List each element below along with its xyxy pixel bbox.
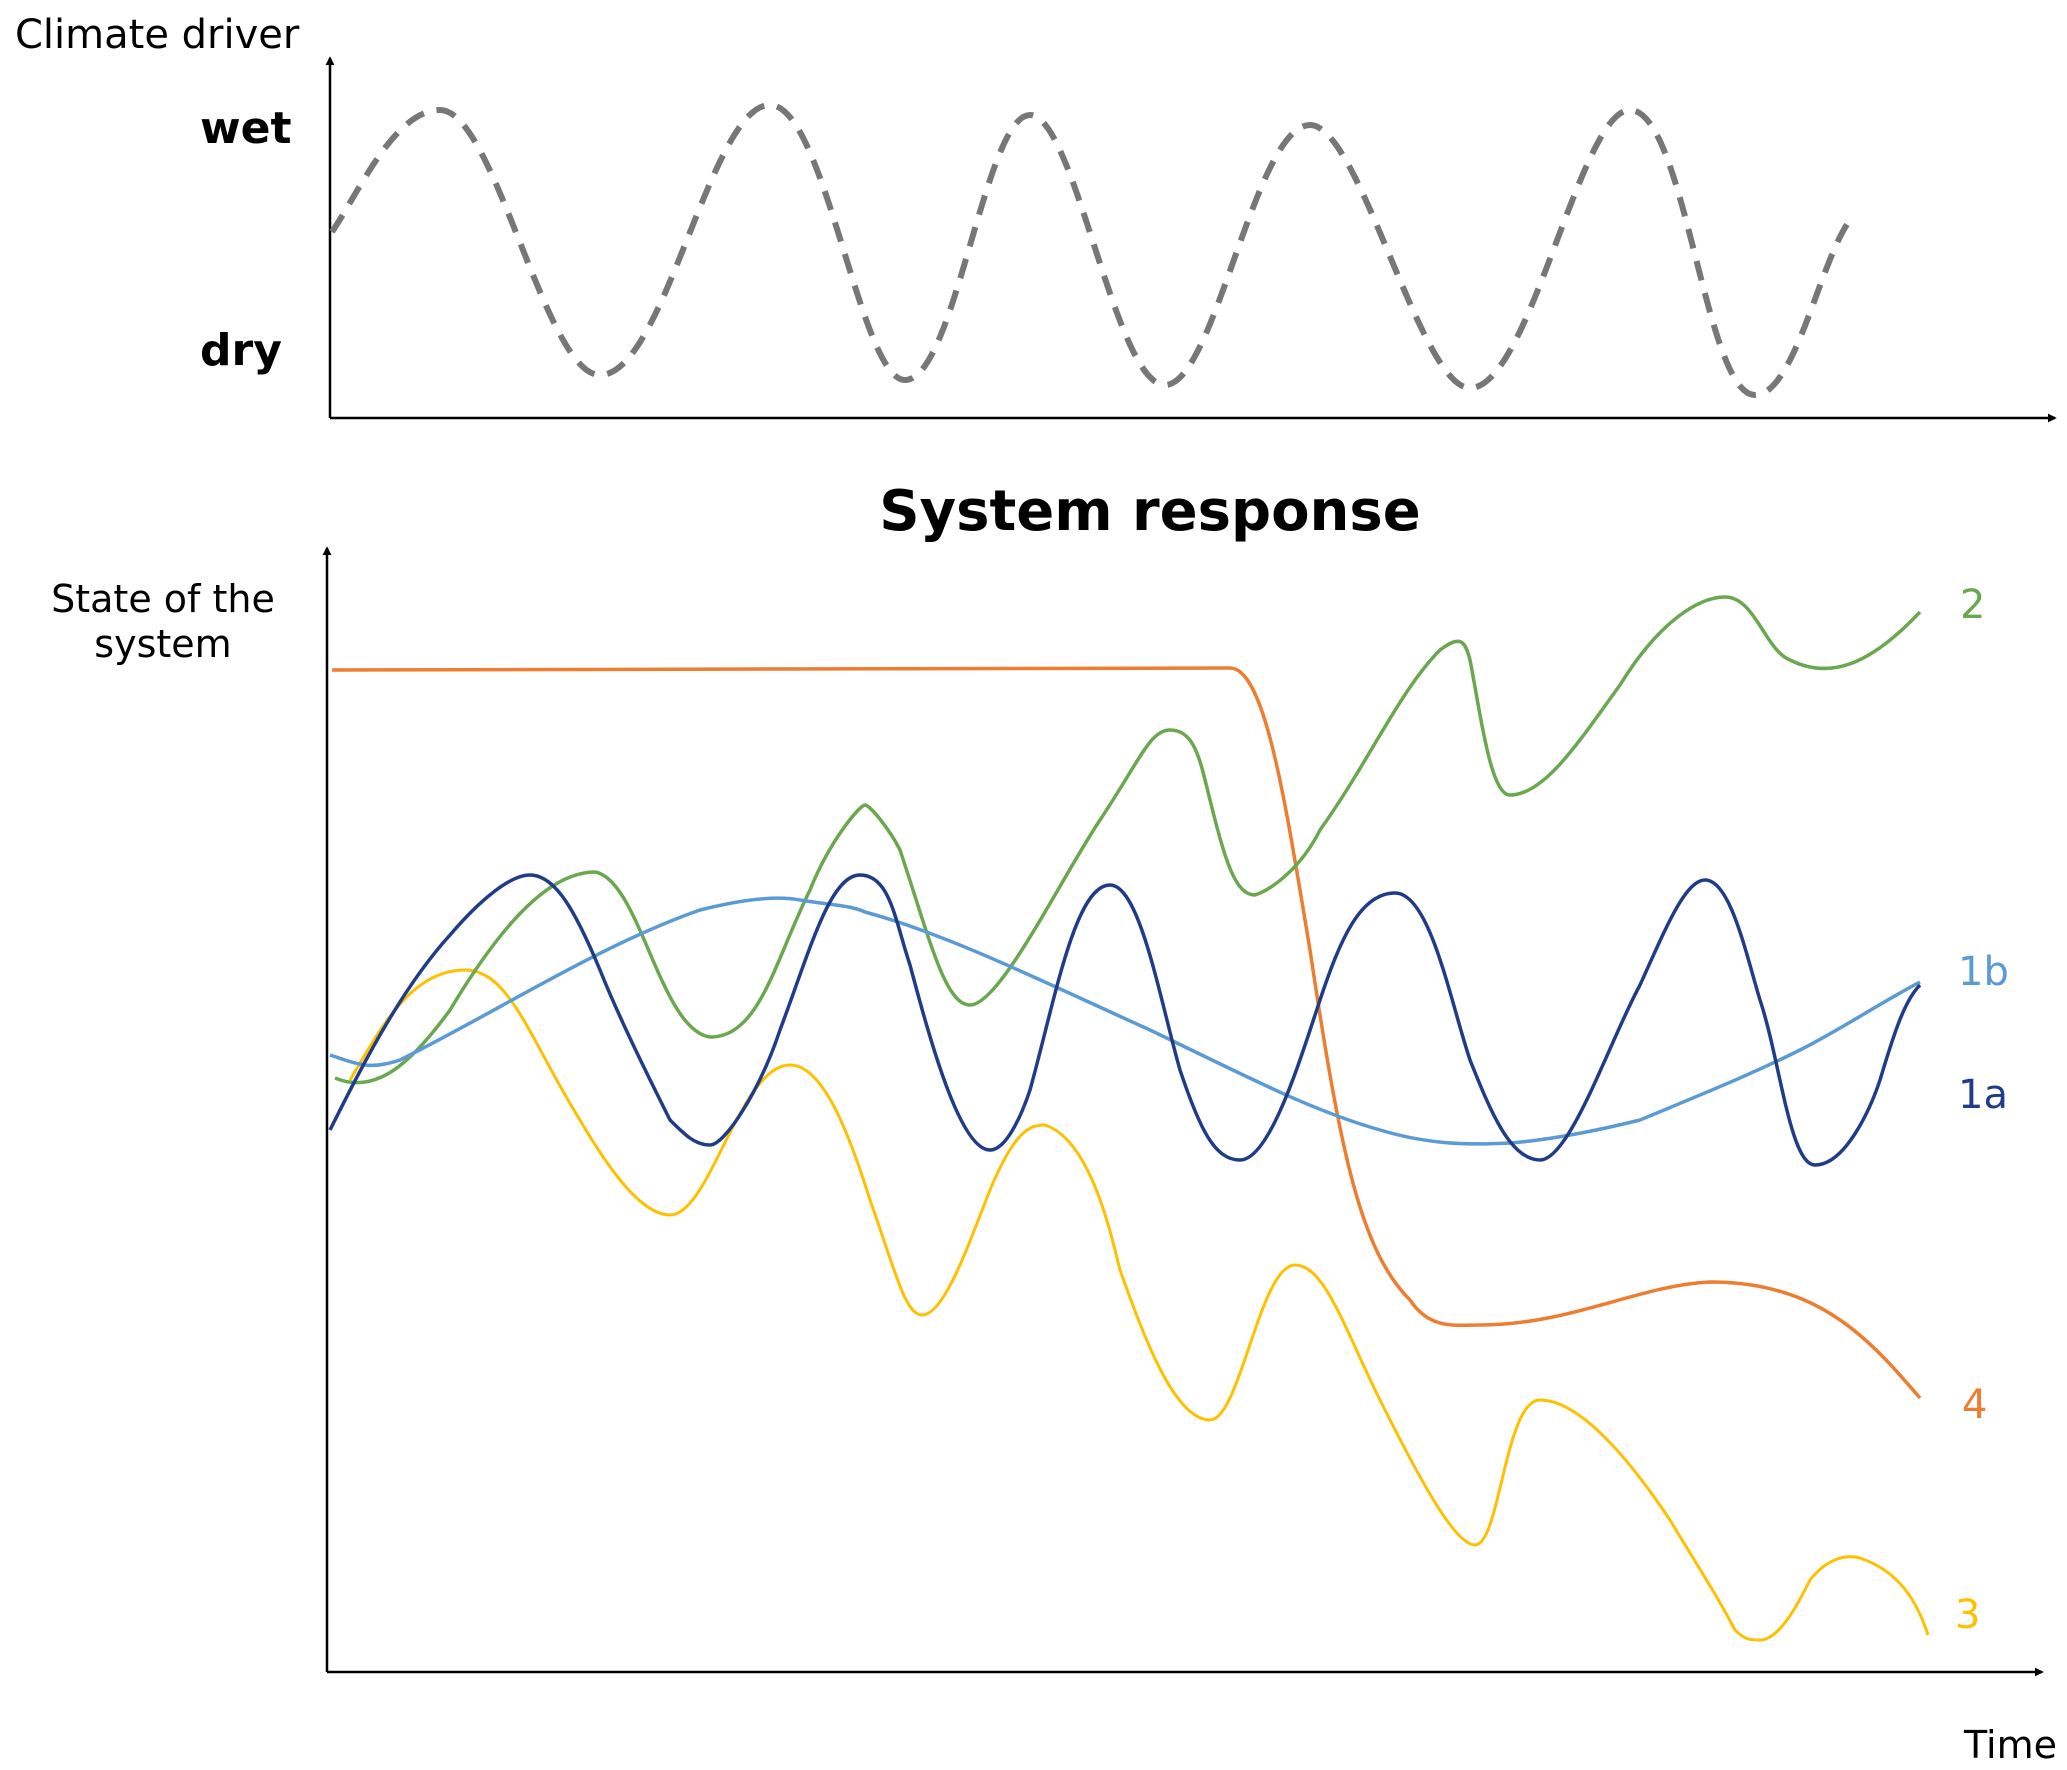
series-3-label: 3 xyxy=(1955,1592,1980,1638)
series-4-line xyxy=(331,666,1922,1400)
series-1b-label: 1b xyxy=(1958,949,2009,995)
x-axis-label: Time xyxy=(1963,1723,2057,1767)
driver-title: Climate driver xyxy=(15,12,300,58)
wet-label: wet xyxy=(200,103,292,154)
series-1b-line xyxy=(329,896,1921,1146)
series-2-label: 2 xyxy=(1960,582,1985,628)
y-axis-label-line1: State of the xyxy=(51,577,275,621)
series-1a-line xyxy=(328,873,1922,1167)
y-axis-label-line2: system xyxy=(94,622,231,666)
driver-panel: Climate driver wet dry xyxy=(15,12,2057,423)
series-1a-label: 1a xyxy=(1958,1072,2008,1118)
series-4-label: 4 xyxy=(1962,1382,1987,1428)
dry-label: dry xyxy=(200,325,282,376)
climate-driver-line xyxy=(329,101,1853,399)
series-3-line xyxy=(348,968,1930,1642)
response-title: System response xyxy=(879,479,1420,544)
series-2-line xyxy=(334,595,1922,1085)
response-panel: System response State of the system Time… xyxy=(51,479,2057,1767)
